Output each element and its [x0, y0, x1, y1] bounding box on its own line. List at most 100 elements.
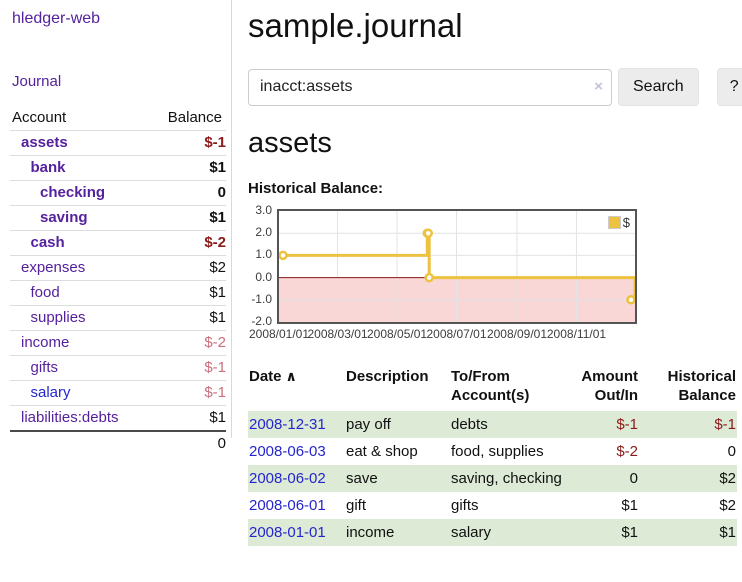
- y-axis-tick-label: -1.0: [251, 291, 272, 306]
- account-name-cell: cash: [10, 230, 158, 256]
- register-description-cell: save: [345, 465, 450, 492]
- register-row: 2008-06-02 save saving, checking 0 $2: [248, 465, 737, 492]
- y-axis-tick-label: -2.0: [251, 314, 272, 328]
- x-axis-tick-label: 2008/03/01: [307, 327, 368, 341]
- register-description-cell: gift: [346, 497, 367, 514]
- account-row: checking 0: [10, 180, 226, 206]
- amount-line2: Out/In: [594, 387, 638, 404]
- register-date-cell: 2008-01-01: [248, 519, 345, 546]
- balance-line2: Balance: [678, 387, 736, 404]
- register-header-balance: Historical Balance: [639, 365, 737, 411]
- search-input[interactable]: [248, 68, 612, 106]
- sidebar-account-link-liabilities-debts[interactable]: liabilities:debts: [21, 409, 119, 426]
- accounts-total-row: 0: [10, 430, 226, 456]
- clear-search-icon[interactable]: ×: [594, 77, 603, 95]
- accounts-table-header-row: Account Balance: [10, 106, 226, 131]
- register-row: 2008-06-01 gift gifts $1 $2: [248, 492, 737, 519]
- sidebar-account-link-checking[interactable]: checking: [40, 184, 106, 201]
- account-row: liabilities:debts $1: [10, 405, 226, 431]
- register-date-cell: 2008-06-02: [248, 465, 345, 492]
- help-button[interactable]: ?: [716, 68, 742, 106]
- register-amount-cell: $-2: [616, 443, 638, 460]
- register-accounts-cell: food, supplies: [451, 443, 544, 460]
- transaction-date-link[interactable]: 2008-12-31: [249, 416, 326, 433]
- account-row: cash $-2: [10, 230, 226, 256]
- sidebar-account-link-income[interactable]: income: [21, 334, 70, 351]
- register-description-cell: eat & shop: [346, 443, 418, 460]
- register-description-cell: income: [345, 519, 450, 546]
- sidebar-account-link-supplies[interactable]: supplies: [30, 309, 86, 326]
- account-balance: $-1: [158, 380, 226, 406]
- register-row: 2008-12-31 pay off debts $-1 $-1: [248, 411, 737, 438]
- account-balance: $1: [158, 155, 226, 181]
- sidebar-account-link-food[interactable]: food: [30, 284, 60, 301]
- transaction-date-link[interactable]: 2008-01-01: [249, 524, 326, 541]
- y-axis-tick-label: 3.0: [255, 203, 272, 217]
- legend-label: $: [622, 215, 630, 230]
- accounts-header-account: Account: [12, 109, 67, 126]
- brand-link[interactable]: hledger-web: [12, 10, 101, 27]
- amount-line1: Amount: [581, 368, 638, 385]
- account-balance: $1: [158, 205, 226, 231]
- sidebar-account-link-gifts[interactable]: gifts: [30, 359, 59, 376]
- sidebar-account-link-salary[interactable]: salary: [30, 384, 71, 401]
- account-balance: $1: [158, 305, 226, 331]
- sidebar-divider: [231, 0, 232, 438]
- register-accounts-cell: salary: [450, 519, 568, 546]
- y-axis-tick-label: 0.0: [255, 269, 272, 284]
- accounts-header-balance: Balance: [167, 109, 222, 126]
- account-row: expenses $2: [10, 255, 226, 281]
- sidebar-account-link-cash[interactable]: cash: [30, 234, 65, 251]
- account-name-cell: assets: [10, 130, 158, 156]
- register-date-cell: 2008-12-31: [248, 411, 345, 438]
- account-balance: $1: [158, 405, 226, 431]
- account-balance: 0: [158, 180, 226, 206]
- legend-swatch-icon: [607, 216, 621, 229]
- account-balance: $-1: [158, 355, 226, 381]
- account-balance: $-1: [158, 130, 226, 156]
- x-axis-tick-label: 2008/05/01: [366, 327, 428, 341]
- date-header-label: Date: [249, 368, 282, 385]
- register-balance-cell: 0: [727, 443, 736, 460]
- register-accounts-cell: debts: [450, 411, 568, 438]
- register-description-cell: pay off: [345, 411, 450, 438]
- x-axis-tick-label: 2008/11/01: [546, 327, 607, 341]
- transaction-date-link[interactable]: 2008-06-01: [249, 497, 326, 514]
- account-name-cell: liabilities:debts: [10, 405, 158, 431]
- sidebar-account-link-saving[interactable]: saving: [40, 209, 88, 226]
- register-balance-cell: $2: [639, 465, 737, 492]
- sidebar-account-link-bank[interactable]: bank: [30, 159, 66, 176]
- sidebar-item-journal[interactable]: Journal: [12, 73, 62, 90]
- transaction-date-link[interactable]: 2008-06-03: [249, 443, 326, 460]
- chart-title: Historical Balance:: [248, 180, 384, 197]
- register-amount-cell: 0: [568, 465, 639, 492]
- chart-canvas: [279, 211, 635, 322]
- tofrom-line2: Account(s): [451, 387, 530, 404]
- accounts-table-body: assets $-1 bank $1 checking 0 saving $1 cash $-2 e…: [10, 130, 226, 431]
- register-table: Date ∧ Description To/From Account(s) Amou…: [248, 365, 737, 546]
- sidebar-account-link-expenses[interactable]: expenses: [21, 259, 86, 276]
- y-axis-tick-label: 1.0: [255, 247, 272, 262]
- sidebar-account-link-assets[interactable]: assets: [21, 134, 68, 151]
- register-balance-cell: $1: [639, 519, 737, 546]
- account-balance: $2: [158, 255, 226, 281]
- sort-ascending-icon: ∧: [285, 368, 297, 384]
- account-row: bank $1: [10, 155, 226, 181]
- historical-balance-plot[interactable]: $: [277, 209, 637, 324]
- account-row: assets $-1: [10, 130, 226, 156]
- account-name-cell: supplies: [10, 305, 158, 331]
- register-header-date[interactable]: Date ∧: [248, 365, 345, 411]
- account-row: salary $-1: [10, 380, 226, 406]
- search-button[interactable]: Search: [618, 68, 699, 106]
- account-row: gifts $-1: [10, 355, 226, 381]
- account-balance: $-2: [158, 330, 226, 356]
- register-accounts-cell: gifts: [451, 497, 479, 514]
- account-name-cell: food: [10, 280, 158, 306]
- transaction-date-link[interactable]: 2008-06-02: [249, 470, 326, 487]
- y-axis-tick-label: 2.0: [255, 225, 272, 240]
- balance-line1: Historical: [667, 368, 736, 385]
- register-row: 2008-06-03 eat & shop food, supplies $-2 0: [248, 438, 737, 465]
- accounts-table: Account Balance assets $-1 bank $1 checking 0…: [10, 106, 226, 456]
- register-header-description: Description: [346, 368, 429, 385]
